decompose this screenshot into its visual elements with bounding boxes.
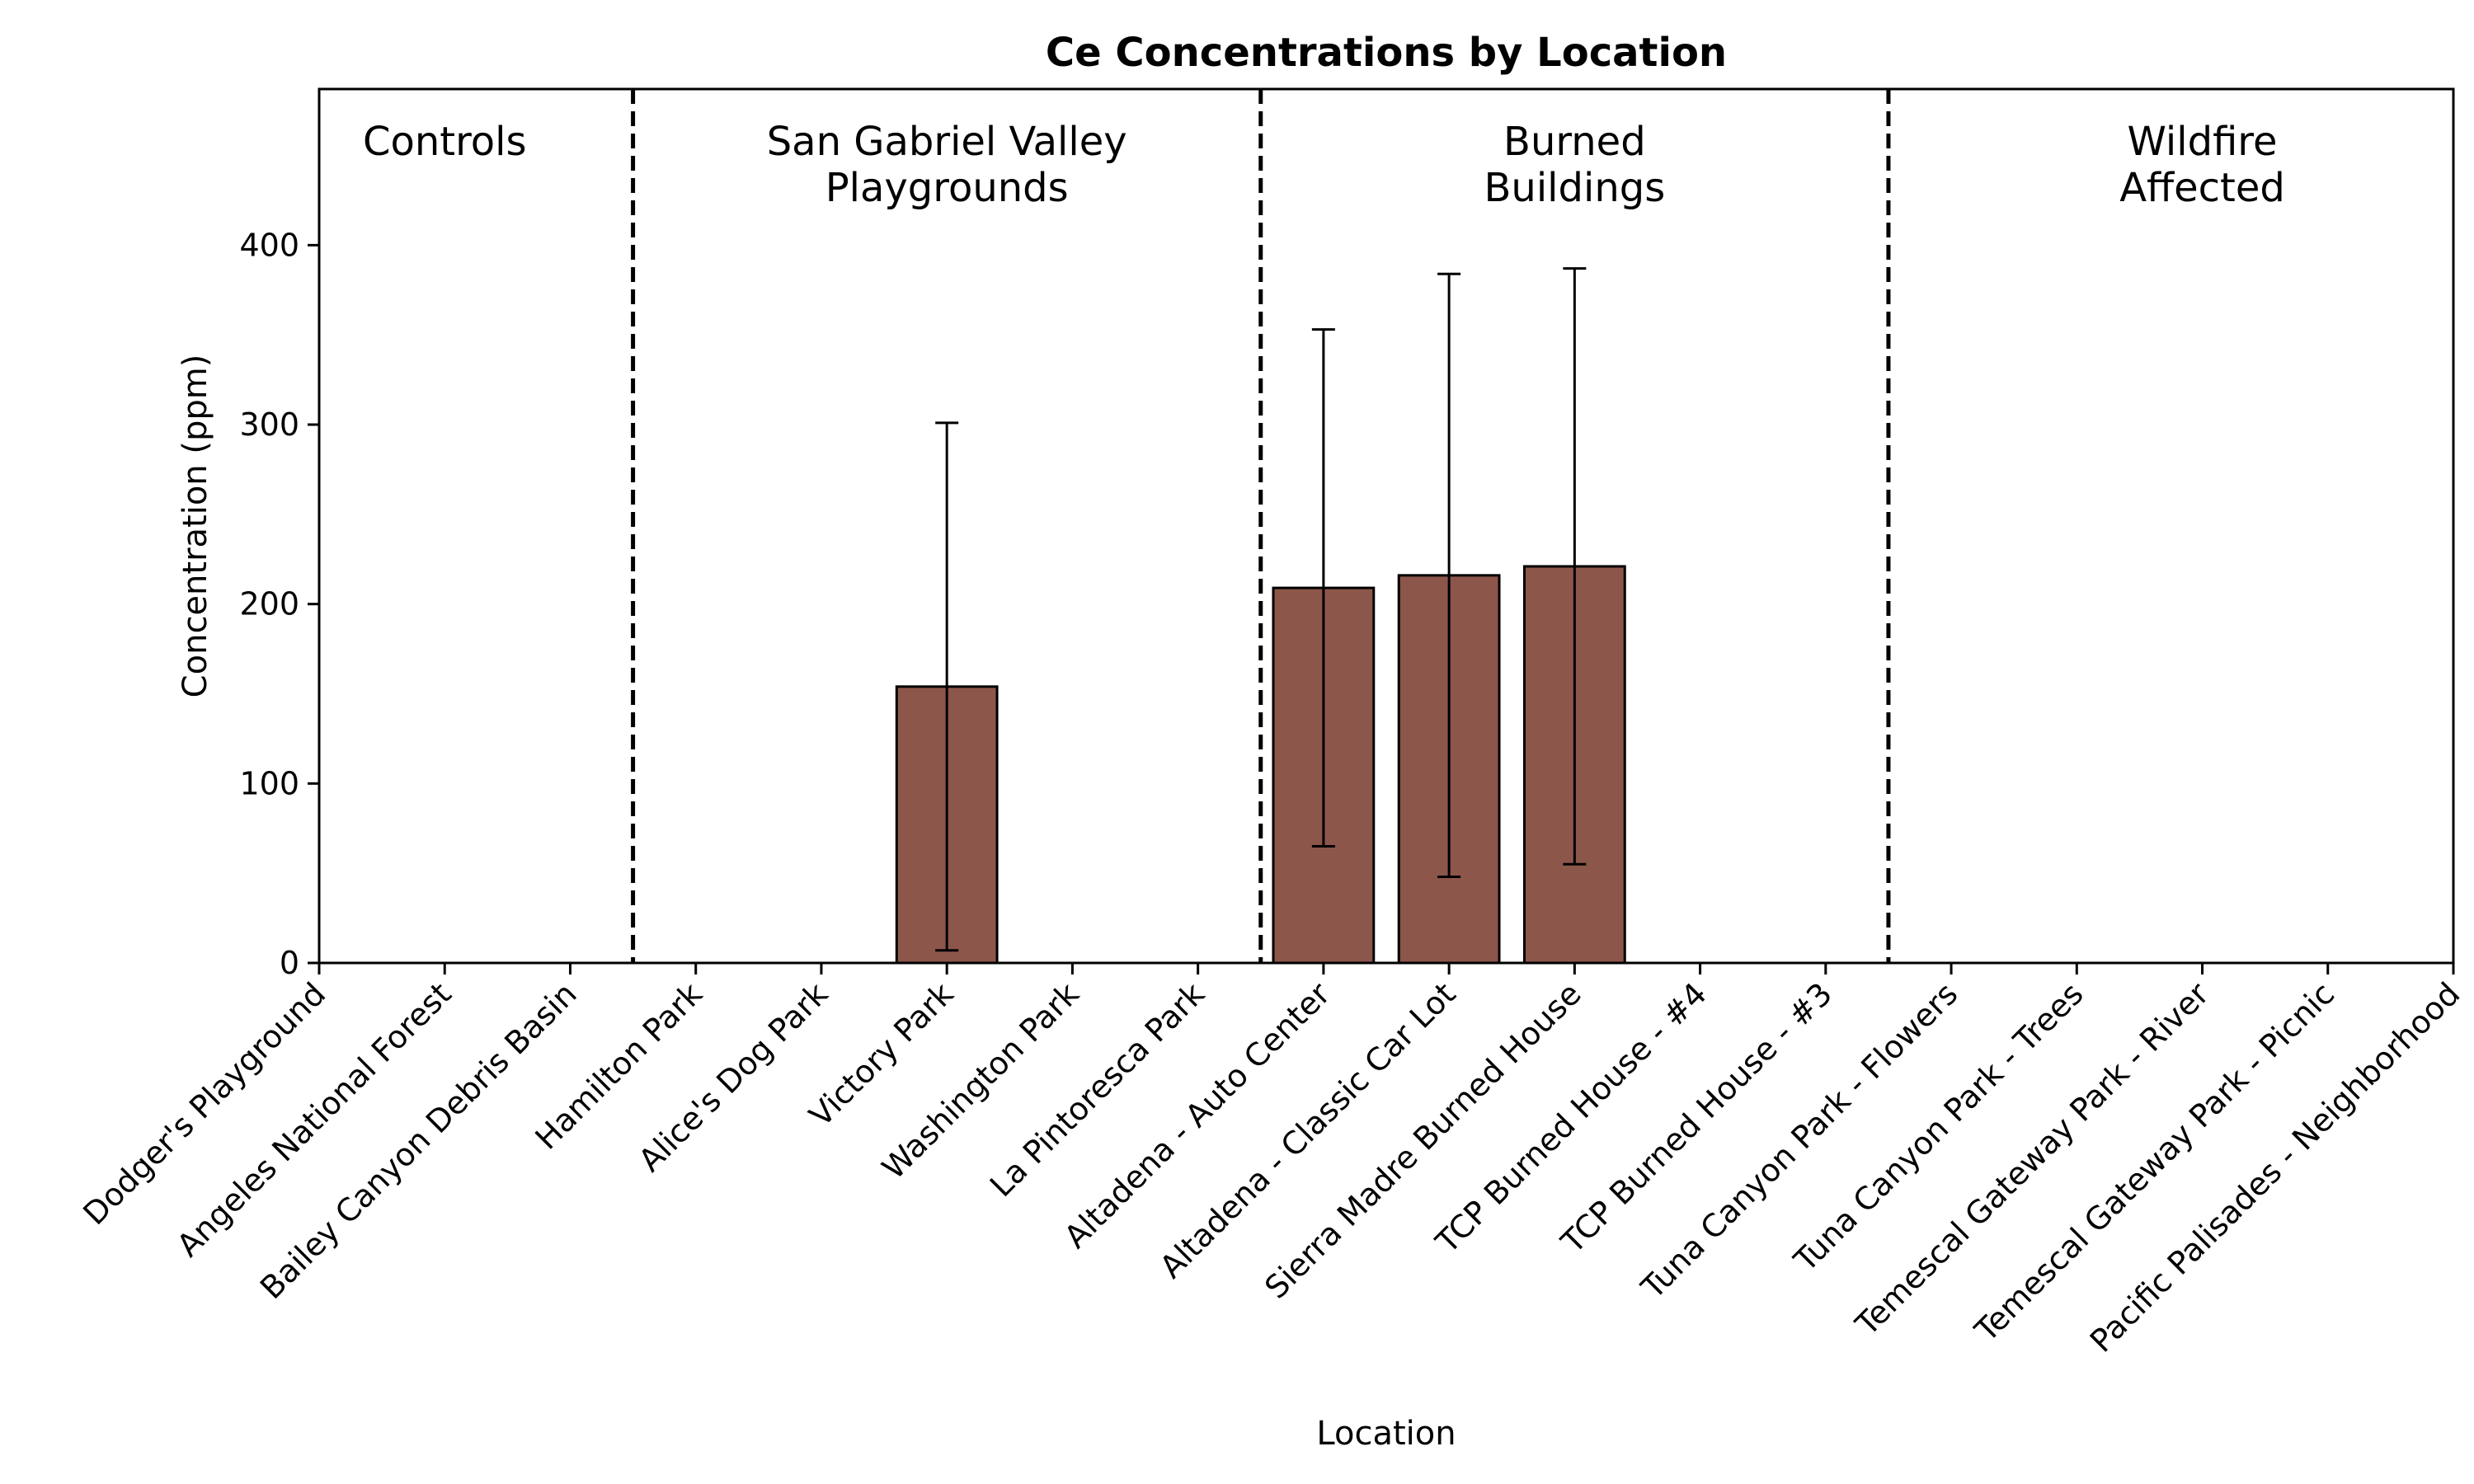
y-tick-label-2: 200 [239, 586, 299, 622]
y-tick-label-4: 400 [239, 227, 299, 263]
y-tick-label-0: 0 [280, 945, 299, 981]
group-label-1-line-1: Playgrounds [825, 165, 1069, 211]
plot-frame [317, 87, 2455, 965]
group-label-0-line-0: Controls [363, 119, 527, 165]
group-label-2-line-0: Burned [1503, 119, 1646, 165]
x-tick-label-7: La Pintoresca Park [983, 975, 1211, 1204]
group-label-3-line-0: Wildfire [2128, 119, 2278, 165]
y-axis-label: Concentration (ppm) [176, 355, 214, 698]
group-label-3-line-1: Affected [2119, 165, 2285, 211]
chart-title: Ce Concentrations by Location [1046, 30, 1727, 76]
x-axis-label: Location [1316, 1415, 1456, 1453]
group-label-1-line-0: San Gabriel Valley [767, 119, 1127, 165]
x-tick-label-0: Dodger's Playground [76, 975, 332, 1232]
group-label-2-line-1: Buildings [1484, 165, 1665, 211]
x-tick-label-8: Altadena - Auto Center [1057, 975, 1337, 1255]
y-tick-label-3: 300 [239, 406, 299, 443]
y-tick-label-1: 100 [239, 765, 299, 801]
